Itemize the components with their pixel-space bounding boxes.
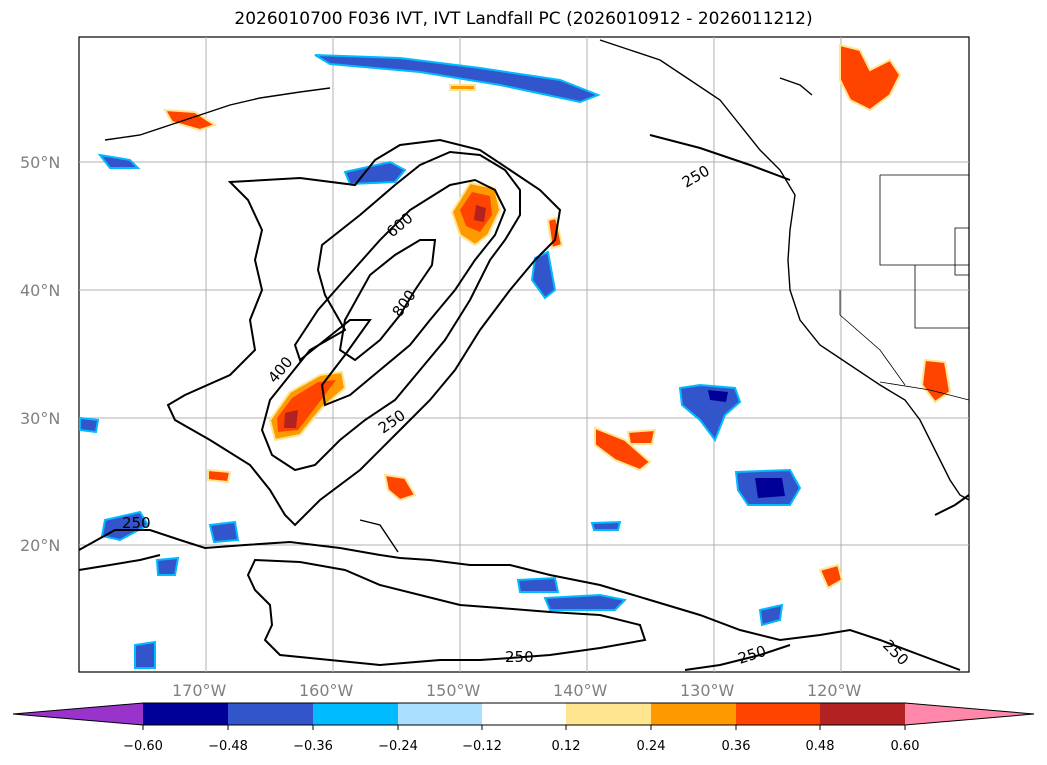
latitude-labels: 50°N 40°N 30°N 20°N	[20, 153, 60, 555]
pc-patch-negative	[516, 576, 560, 593]
lon-label: 160°W	[299, 681, 354, 700]
border	[954, 227, 970, 276]
colorbar-segment	[651, 703, 736, 725]
pc-patch-negative	[530, 250, 557, 300]
coastline	[599, 39, 970, 501]
map-frame	[78, 36, 970, 673]
lon-label: 140°W	[553, 681, 608, 700]
pc-patch-negative	[755, 478, 785, 498]
longitude-labels: 170°W 160°W 150°W 140°W 130°W 120°W	[172, 681, 862, 700]
pc-patch-negative	[543, 593, 628, 611]
ivt-contour-250	[78, 554, 161, 571]
pc-patch-negative	[155, 556, 180, 576]
pc-patch-positive	[818, 563, 844, 590]
colorbar-segment	[143, 703, 228, 725]
colorbar: −0.60 −0.48 −0.36 −0.24 −0.12 0.12 0.24 …	[12, 702, 1035, 754]
pc-patch-positive	[474, 205, 486, 222]
border	[879, 175, 969, 266]
ivt-contours	[78, 134, 970, 671]
lat-label: 40°N	[20, 281, 60, 300]
ivt-contour-250	[246, 558, 647, 667]
pc-patch-positive	[920, 358, 952, 404]
contour-label: 250	[505, 648, 534, 666]
ivt-contour-250	[166, 138, 562, 527]
colorbar-segment	[313, 703, 398, 725]
border	[914, 265, 969, 329]
coastline	[359, 519, 399, 553]
ivt-contour-250	[78, 529, 961, 671]
lon-label: 120°W	[807, 681, 862, 700]
political-borders	[839, 174, 970, 401]
colorbar-tick-label: −0.24	[378, 739, 418, 754]
colorbar-tick-label: −0.48	[208, 739, 248, 754]
colorbar-tick-labels: −0.60 −0.48 −0.36 −0.24 −0.12 0.12 0.24 …	[123, 739, 919, 754]
lon-label: 150°W	[426, 681, 481, 700]
lat-label: 50°N	[20, 153, 60, 172]
ivt-contour-250	[684, 644, 791, 671]
pc-patch-positive	[546, 216, 564, 250]
lat-label: 20°N	[20, 536, 60, 555]
colorbar-tick-label: 0.24	[637, 739, 666, 754]
border	[839, 290, 906, 386]
colorbar-segment	[228, 703, 313, 725]
graticule	[79, 37, 969, 672]
colorbar-extend-right	[905, 703, 1034, 725]
colorbar-segment	[398, 703, 482, 725]
pc-patch-positive	[626, 428, 657, 445]
ivt-contour-250	[934, 494, 970, 516]
map-title: 2026010700 F036 IVT, IVT Landfall PC (20…	[234, 9, 813, 29]
colorbar-tick-label: −0.36	[293, 739, 333, 754]
colorbar-extend-left	[13, 703, 143, 725]
border	[879, 381, 970, 401]
pc-patch-negative	[134, 640, 156, 669]
coastlines	[104, 39, 970, 553]
pc-patch-negative	[208, 520, 240, 544]
lon-label: 130°W	[680, 681, 735, 700]
colorbar-segment	[736, 703, 820, 725]
colorbar-segment	[566, 703, 651, 725]
colorbar-tick-label: 0.36	[722, 739, 751, 754]
pc-patch-positive	[839, 43, 902, 112]
colorbar-tick-label: −0.12	[462, 739, 502, 754]
colorbar-tick-label: 0.48	[806, 739, 835, 754]
coastline	[104, 87, 331, 141]
colorbar-segment	[482, 703, 566, 725]
ivt-contour-250	[649, 134, 791, 181]
map-panel: 250 600 800 400 250 250 250 250 250 50°N…	[20, 36, 970, 700]
negative-anomaly-patches	[79, 54, 802, 669]
colorbar-tick-marks	[142, 725, 906, 730]
colorbar-tick-label: −0.60	[123, 739, 163, 754]
colorbar-tick-label: 0.12	[552, 739, 581, 754]
lat-label: 30°N	[20, 409, 60, 428]
pc-patch-negative	[100, 510, 150, 542]
pc-patch-negative	[97, 153, 141, 169]
pc-patch-negative	[79, 416, 100, 434]
coastline	[779, 77, 813, 96]
pc-patch-negative	[590, 520, 622, 531]
colorbar-tick-label: 0.60	[891, 739, 920, 754]
pc-patch-positive	[383, 473, 417, 502]
colorbar-segment	[820, 703, 905, 725]
pc-patch-positive	[284, 410, 298, 428]
ivt-contour-800	[338, 239, 437, 362]
ivt-contour-600	[293, 178, 507, 407]
positive-anomaly-patches	[163, 43, 952, 590]
pc-patch-negative	[758, 603, 784, 627]
ivt-contour-400	[260, 150, 521, 472]
pc-patch-negative	[314, 54, 601, 104]
contour-label: 250	[122, 514, 151, 532]
lon-label: 170°W	[172, 681, 227, 700]
pc-patch-negative	[708, 390, 728, 402]
pc-patch-positive	[594, 426, 652, 472]
pc-patch-positive	[449, 84, 476, 91]
pc-patch-positive	[163, 108, 218, 132]
pc-patch-positive	[207, 468, 232, 484]
